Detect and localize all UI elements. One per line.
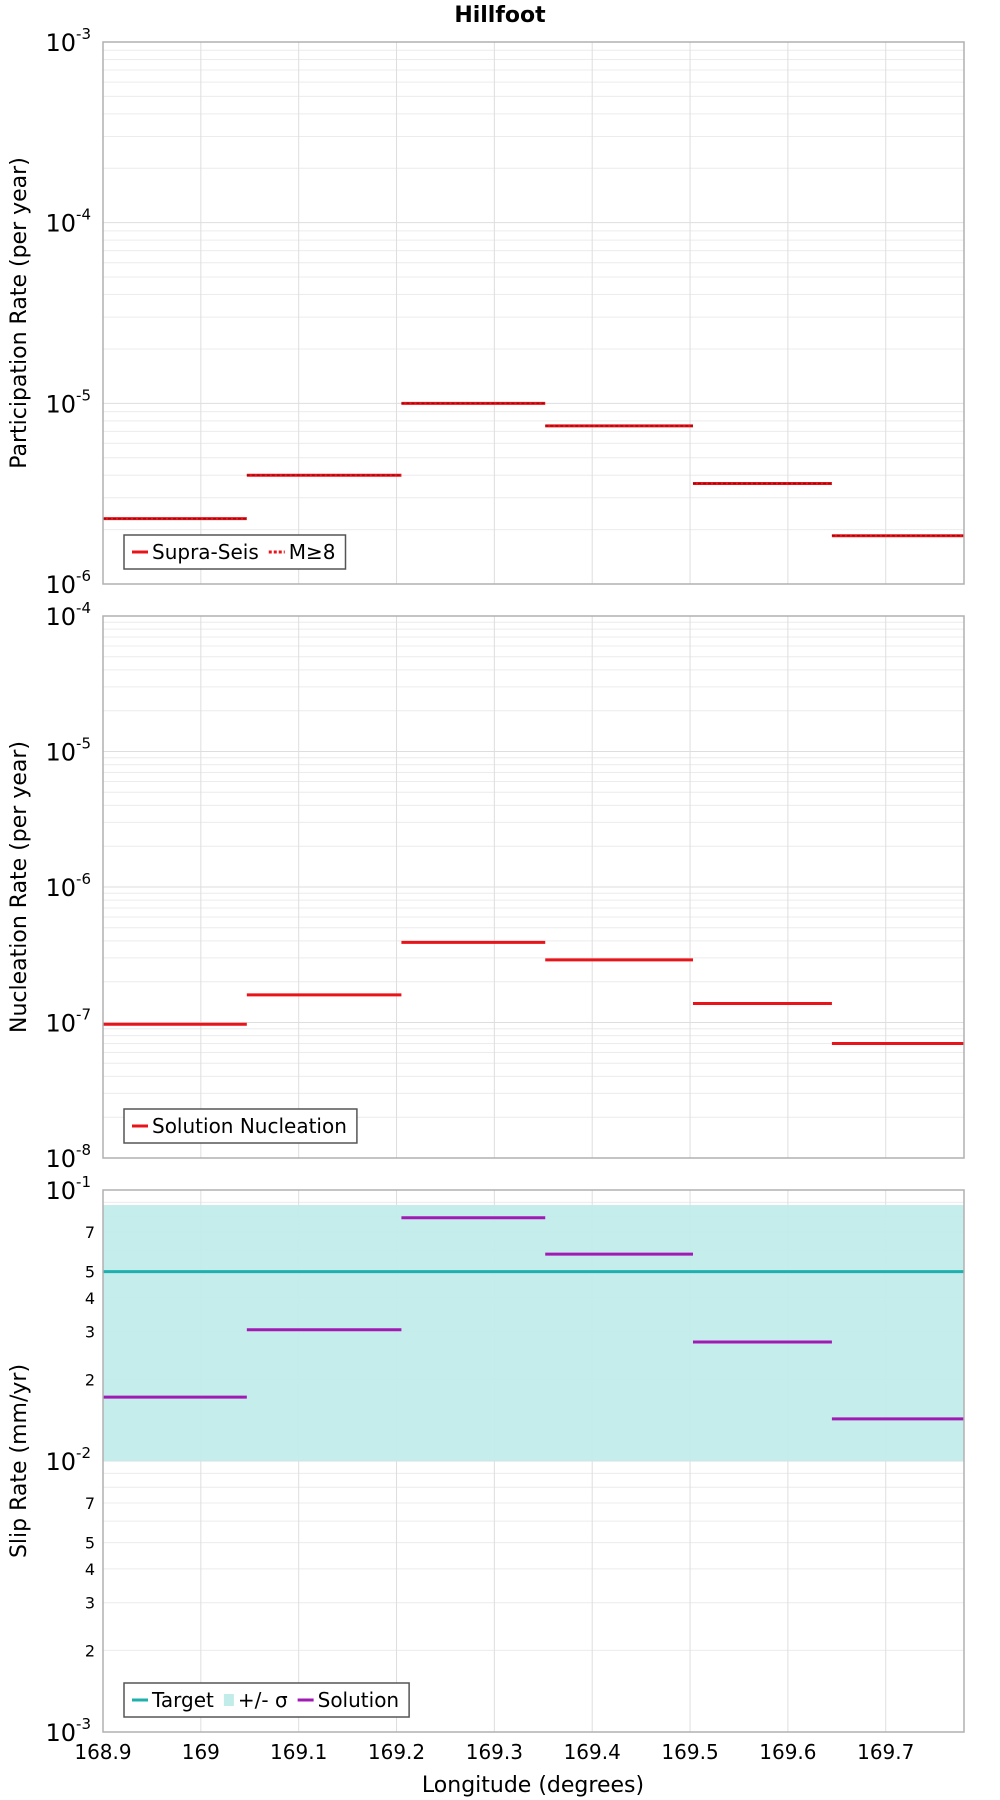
y-tick-label: 10-8: [45, 1141, 91, 1173]
x-tick-label: 169.2: [368, 1740, 425, 1764]
x-axis-label: Longitude (degrees): [422, 1773, 644, 1798]
y-tick-label: 10-5: [45, 735, 91, 767]
y-minor-tick-label: 5: [85, 1263, 95, 1282]
y-tick-label: 10-7: [45, 1006, 91, 1038]
sigma-band: [103, 1205, 964, 1461]
y-tick-label: 10-1: [45, 1173, 91, 1205]
legend-label: Solution: [318, 1688, 399, 1712]
plot-frame: [102, 41, 965, 585]
y-minor-tick-label: 4: [85, 1289, 95, 1308]
legend-label: Target: [151, 1688, 214, 1712]
legend: Supra-Seis M≥8: [123, 534, 347, 570]
legend: Target +/- σ Solution: [123, 1682, 410, 1718]
legend-swatch: [223, 1694, 234, 1706]
x-tick-label: 169.5: [661, 1740, 718, 1764]
x-tick-label: 169.4: [564, 1740, 621, 1764]
legend-box: [123, 1108, 358, 1144]
x-tick-label: 169: [182, 1740, 220, 1764]
y-tick-label: 10-4: [45, 599, 91, 631]
y-minor-tick-label: 3: [85, 1323, 95, 1342]
x-tick-label: 169.7: [857, 1740, 914, 1764]
y-minor-tick-label: 3: [85, 1594, 95, 1613]
legend-label: Solution Nucleation: [152, 1114, 347, 1138]
y-minor-tick-label: 4: [85, 1560, 95, 1579]
panel-nucleation: 10-8 10-7 10-6 10-5 10-4 Nucleation Rate (per…: [7, 599, 965, 1173]
y-tick-label: 10-4: [45, 206, 91, 238]
y-axis-label: Nucleation Rate (per year): [7, 741, 32, 1033]
legend-label: +/- σ: [238, 1688, 288, 1712]
y-minor-tick-label: 7: [85, 1223, 95, 1242]
panel-slip: 10-3 10-2 10-1 2 3 4 5 7 2 3 4 5 7 Slip Rate (mm/yr) 1…: [7, 1173, 965, 1764]
legend-label: Supra-Seis: [152, 540, 259, 564]
y-axis-label: Slip Rate (mm/yr): [7, 1364, 32, 1558]
plot-frame: [102, 1189, 965, 1733]
y-axis-label: Participation Rate (per year): [7, 157, 32, 469]
y-tick-label: 10-6: [45, 870, 91, 902]
y-tick-label: 10-6: [45, 567, 91, 599]
y-minor-tick-label: 2: [85, 1370, 95, 1389]
panel-participation: 10-6 10-5 10-4 10-3 Participation Rate (per …: [7, 25, 965, 599]
x-tick-label: 169.3: [466, 1740, 523, 1764]
x-tick-label: 169.6: [759, 1740, 816, 1764]
legend-box: [123, 534, 347, 570]
y-minor-tick-label: 5: [85, 1534, 95, 1553]
y-tick-label: 10-2: [45, 1444, 91, 1476]
y-tick-label: 10-3: [45, 1715, 91, 1747]
x-tick-label: 168.9: [74, 1740, 131, 1764]
plot-frame: [102, 615, 965, 1159]
legend: Solution Nucleation: [123, 1108, 358, 1144]
chart-title: Hillfoot: [454, 3, 546, 28]
legend-box: [123, 1682, 410, 1718]
y-tick-label: 10-3: [45, 25, 91, 57]
y-minor-tick-label: 7: [85, 1494, 95, 1513]
legend-label: M≥8: [289, 540, 336, 564]
y-minor-tick-label: 2: [85, 1641, 95, 1660]
y-tick-label: 10-5: [45, 386, 91, 418]
x-tick-label: 169.1: [270, 1740, 327, 1764]
